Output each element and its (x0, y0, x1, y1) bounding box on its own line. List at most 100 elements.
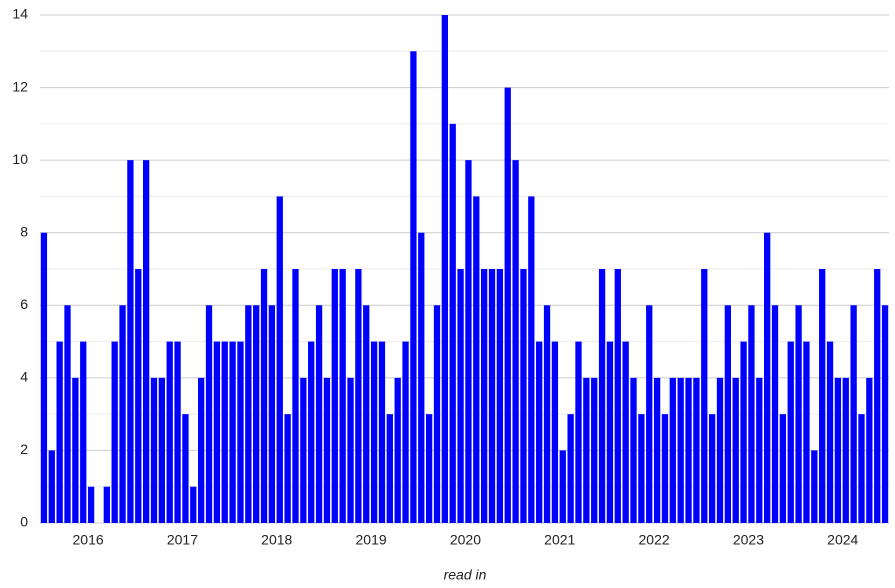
bar (457, 269, 464, 523)
bar (418, 232, 425, 523)
bar (276, 196, 283, 523)
bar (488, 269, 496, 523)
bar (512, 160, 519, 523)
bar (669, 377, 676, 523)
bar (72, 377, 79, 523)
bar (174, 341, 181, 523)
bar (481, 269, 488, 523)
bar (111, 341, 118, 523)
x-tick-label: 2023 (733, 532, 764, 548)
bar (528, 196, 535, 523)
bar (701, 269, 708, 523)
bar (504, 87, 511, 524)
bar (394, 377, 401, 523)
bar (64, 305, 71, 523)
bar (583, 377, 590, 523)
bar (795, 305, 802, 523)
bar (771, 305, 779, 523)
bar (80, 341, 87, 523)
bar (764, 232, 771, 523)
bar (473, 196, 480, 523)
bar (300, 377, 307, 523)
bar (40, 232, 48, 523)
x-tick-label: 2016 (73, 532, 104, 548)
bar (661, 414, 669, 523)
bar (842, 377, 849, 523)
x-axis-title: read in (444, 567, 487, 583)
bar (150, 377, 158, 523)
y-tick-label: 4 (20, 369, 28, 385)
bar (48, 450, 55, 523)
bar (402, 341, 409, 523)
bar (87, 486, 95, 523)
bar (221, 341, 228, 523)
bar (315, 305, 323, 523)
bar (732, 377, 739, 523)
bar (850, 305, 857, 523)
bar (229, 341, 236, 523)
bar (811, 450, 818, 523)
bar (496, 269, 504, 523)
bar (622, 341, 629, 523)
bar (606, 341, 614, 523)
x-tick-label: 2022 (639, 532, 670, 548)
bar (716, 377, 724, 523)
bar (308, 341, 315, 523)
bar (370, 341, 378, 523)
bar (559, 450, 566, 523)
bar (158, 377, 165, 523)
bar (182, 414, 189, 523)
bar (355, 269, 362, 523)
bar (653, 377, 661, 523)
bar (284, 414, 291, 523)
bar (866, 377, 873, 523)
bar (834, 377, 842, 523)
bar (331, 269, 338, 523)
bar (858, 414, 865, 523)
bar (536, 341, 543, 523)
bar (127, 160, 134, 523)
bar (449, 123, 456, 523)
y-tick-label: 14 (12, 6, 28, 22)
bar (260, 269, 268, 523)
y-tick-label: 12 (12, 78, 28, 94)
bar (323, 377, 331, 523)
x-tick-label: 2021 (544, 532, 575, 548)
bar (433, 305, 441, 523)
bar (551, 341, 559, 523)
bar (363, 305, 370, 523)
y-tick-label: 0 (20, 514, 28, 530)
x-tick-label: 2019 (356, 532, 387, 548)
bar (598, 269, 606, 523)
bar (520, 269, 527, 523)
bar (142, 160, 150, 523)
bar (347, 377, 354, 523)
bar (614, 269, 621, 523)
bar (339, 269, 346, 523)
bar (119, 305, 126, 523)
bar (881, 305, 889, 523)
bar (819, 269, 826, 523)
bar (826, 341, 834, 523)
bar (56, 341, 63, 523)
bar (740, 341, 747, 523)
bar (410, 51, 417, 524)
bar (708, 414, 716, 523)
bar (591, 377, 598, 523)
bar (213, 341, 221, 523)
bar (198, 377, 205, 523)
bar (205, 305, 213, 523)
bar (103, 486, 110, 523)
bar (874, 269, 881, 523)
bar (268, 305, 276, 523)
bar (748, 305, 755, 523)
bar (693, 377, 700, 523)
bar (803, 341, 810, 523)
y-tick-label: 2 (20, 441, 28, 457)
bar (253, 305, 260, 523)
bar (441, 15, 448, 523)
bar (135, 269, 142, 523)
x-tick-label: 2018 (261, 532, 292, 548)
bar (190, 486, 197, 523)
bar (685, 377, 692, 523)
